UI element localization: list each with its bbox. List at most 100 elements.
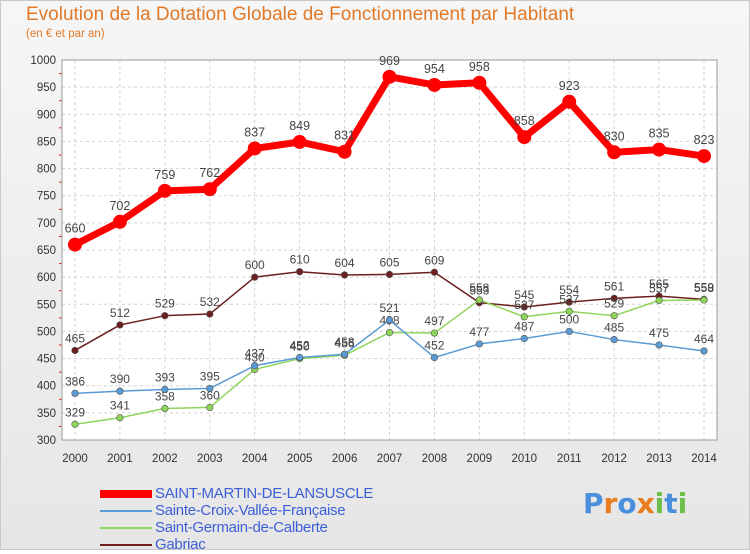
logo-letter: x — [636, 487, 655, 520]
y-tick-label: 700 — [37, 218, 56, 230]
chart-subtitle: (en € et par an) — [26, 28, 105, 40]
data-label: 529 — [155, 297, 175, 311]
data-point — [251, 362, 259, 370]
data-label: 831 — [334, 129, 355, 143]
data-point — [565, 307, 573, 315]
data-point — [206, 384, 214, 393]
data-point — [652, 142, 667, 157]
data-label: 545 — [514, 288, 534, 302]
data-label: 849 — [289, 119, 310, 133]
data-point — [202, 182, 217, 197]
data-label: 558 — [469, 281, 489, 295]
data-point — [427, 77, 442, 92]
logo-letter: r — [603, 487, 618, 520]
data-label: 561 — [604, 279, 624, 293]
data-label: 954 — [424, 62, 445, 76]
data-point — [475, 340, 483, 348]
x-tick-label: 2004 — [242, 453, 268, 465]
data-label: 823 — [694, 133, 715, 147]
legend-label: Saint-Germain-de-Calberte — [155, 519, 328, 536]
data-point — [116, 414, 124, 422]
y-tick-label: 750 — [37, 191, 56, 203]
y-tick-label: 900 — [37, 109, 56, 121]
data-point — [472, 75, 487, 90]
data-point — [430, 329, 439, 337]
logo-letter: o — [617, 487, 637, 520]
data-point — [655, 341, 663, 349]
data-point — [520, 334, 528, 343]
data-label: 837 — [244, 125, 265, 139]
x-tick-label: 2007 — [377, 453, 403, 465]
data-label: 358 — [155, 390, 175, 404]
x-tick-label: 2012 — [601, 453, 627, 465]
data-point — [296, 353, 304, 362]
data-label: 702 — [109, 199, 130, 213]
data-label: 565 — [649, 277, 669, 291]
data-label: 393 — [155, 371, 175, 385]
x-tick-label: 2014 — [691, 453, 717, 465]
data-label: 497 — [424, 314, 444, 328]
data-label: 527 — [514, 298, 534, 312]
legend-label: Gabriac — [155, 536, 206, 553]
data-label: 553 — [469, 284, 489, 298]
data-point — [385, 328, 394, 337]
data-point — [565, 298, 573, 306]
y-tick-label: 850 — [37, 136, 56, 148]
data-label: 532 — [200, 295, 220, 309]
data-label: 485 — [604, 321, 624, 335]
data-label: 390 — [110, 372, 130, 386]
data-point — [161, 385, 169, 394]
x-tick-label: 2009 — [467, 453, 493, 465]
data-label: 395 — [200, 369, 220, 383]
x-tick-label: 2000 — [62, 453, 88, 465]
data-point — [520, 313, 528, 321]
data-point — [517, 130, 532, 145]
x-tick-label: 2013 — [646, 453, 672, 465]
data-point — [71, 420, 79, 428]
data-point — [296, 268, 304, 276]
logo-letter: i — [654, 487, 665, 520]
y-tick-label: 550 — [37, 299, 56, 311]
data-label: 360 — [200, 388, 220, 402]
data-label: 537 — [559, 292, 579, 306]
y-tick-label: 600 — [37, 272, 56, 284]
data-label: 456 — [335, 336, 355, 350]
data-label: 329 — [65, 405, 85, 419]
data-point — [700, 347, 708, 355]
legend-swatch — [100, 510, 152, 512]
y-tick-label: 950 — [37, 82, 56, 94]
data-label: 465 — [65, 331, 85, 345]
y-tick-label: 300 — [37, 435, 56, 447]
data-label: 759 — [154, 168, 175, 182]
data-label: 458 — [335, 335, 355, 349]
y-tick-label: 400 — [37, 381, 56, 393]
data-point — [112, 214, 127, 229]
data-point — [247, 141, 262, 156]
y-tick-label: 450 — [37, 354, 56, 366]
data-label: 500 — [559, 312, 579, 326]
data-label: 529 — [604, 297, 624, 311]
data-label: 830 — [604, 129, 625, 143]
data-point — [430, 268, 439, 276]
data-point — [610, 312, 618, 320]
data-point — [68, 237, 82, 252]
data-label: 521 — [379, 301, 399, 315]
y-tick-label: 350 — [37, 408, 56, 420]
x-tick-label: 2001 — [107, 453, 133, 465]
data-point — [385, 316, 394, 324]
data-point — [565, 327, 573, 336]
x-tick-label: 2002 — [152, 453, 178, 465]
data-label: 969 — [379, 54, 400, 68]
data-point — [520, 303, 528, 311]
proxiti-logo: Proxiti — [583, 487, 687, 520]
y-tick-label: 1000 — [30, 55, 56, 67]
legend-label: Sainte-Croix-Vallée-Française — [155, 502, 346, 519]
data-point — [116, 321, 124, 329]
data-point — [206, 403, 214, 412]
data-label: 464 — [694, 332, 714, 346]
data-label: 835 — [649, 127, 670, 141]
data-point — [382, 69, 397, 84]
legend-swatch — [100, 527, 152, 529]
data-point — [251, 273, 259, 281]
